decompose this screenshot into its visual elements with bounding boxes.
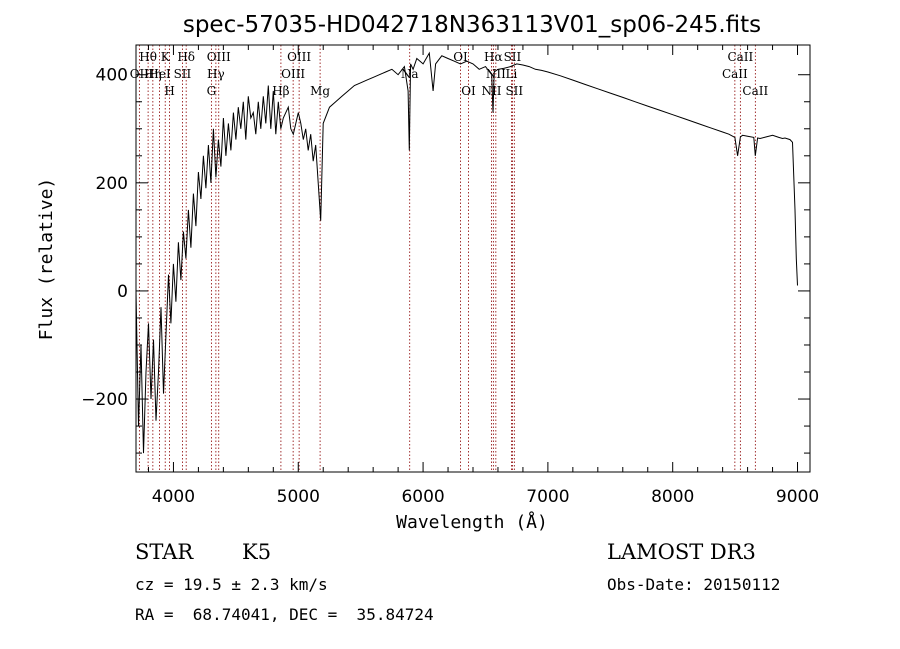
object-class: STAR xyxy=(135,540,194,564)
spectral-line-label: Hθ xyxy=(139,50,157,64)
x-tick-label: 9000 xyxy=(776,487,819,507)
x-axis-ticks: 4000 5000 6000 7000 8000 9000 xyxy=(147,45,819,507)
x-tick-label: 8000 xyxy=(651,487,694,507)
chart-title: spec-57035-HD042718N363113V01_sp06-245.f… xyxy=(183,12,761,38)
spectral-line-label: H xyxy=(164,84,174,98)
y-tick-label: 400 xyxy=(96,66,128,86)
spectral-line-label: HeI xyxy=(148,67,171,81)
spectral-line-markers xyxy=(138,45,756,472)
spectral-line-label: OIII xyxy=(287,50,311,64)
spectral-line-label: Hγ xyxy=(207,67,225,81)
observation-date: Obs-Date: 20150112 xyxy=(607,575,781,594)
spectral-line-label: Na xyxy=(401,67,419,81)
sky-coordinates: RA = 68.74041, DEC = 35.84724 xyxy=(135,605,434,624)
x-axis-label: Wavelength (Å) xyxy=(396,511,548,533)
spectral-line-label: OIII xyxy=(207,50,231,64)
spectral-line-label: G xyxy=(207,84,217,98)
spectral-line-label: NII xyxy=(481,84,501,98)
spectral-line-label: Mg xyxy=(310,84,330,98)
y-axis-ticks: −200 0 200 400 xyxy=(81,66,810,454)
spectrum-line xyxy=(135,51,798,454)
spectrum-series xyxy=(135,51,798,454)
spectral-line-label: CaII xyxy=(722,67,748,81)
survey-name: LAMOST DR3 xyxy=(607,540,756,564)
spectral-line-label: CaII xyxy=(742,84,768,98)
plot-frame xyxy=(135,44,811,473)
spectral-line-label: Hη xyxy=(144,67,162,81)
spectral-line-label: OIII xyxy=(281,67,305,81)
spectral-line-label: SII xyxy=(174,67,192,81)
object-subclass: K5 xyxy=(242,540,272,564)
spectral-line-label: Hβ xyxy=(272,84,289,98)
spectral-line-label: SII xyxy=(505,84,523,98)
spectral-line-label: NII xyxy=(486,67,506,81)
spectral-line-label: Hδ xyxy=(177,50,195,64)
x-tick-label: 5000 xyxy=(277,487,320,507)
y-tick-label: 200 xyxy=(96,174,128,194)
y-tick-label: 0 xyxy=(117,282,128,302)
spectral-line-label: OII xyxy=(130,67,150,81)
y-tick-label: −200 xyxy=(81,390,128,410)
spectral-line-label: K xyxy=(161,50,171,64)
x-tick-label: 7000 xyxy=(526,487,569,507)
spectral-line-label: Hα xyxy=(484,50,503,64)
spectral-line-label: SII xyxy=(504,50,522,64)
spectral-line-label: CaII xyxy=(727,50,753,64)
spectral-line-label: OI xyxy=(461,84,476,98)
x-tick-label: 4000 xyxy=(152,487,195,507)
x-tick-label: 6000 xyxy=(401,487,444,507)
spectral-line-label: OI xyxy=(453,50,468,64)
spectral-line-label: Li xyxy=(506,67,518,81)
y-axis-label: Flux (relative) xyxy=(36,178,57,341)
redshift-cz: cz = 19.5 ± 2.3 km/s xyxy=(135,575,328,594)
